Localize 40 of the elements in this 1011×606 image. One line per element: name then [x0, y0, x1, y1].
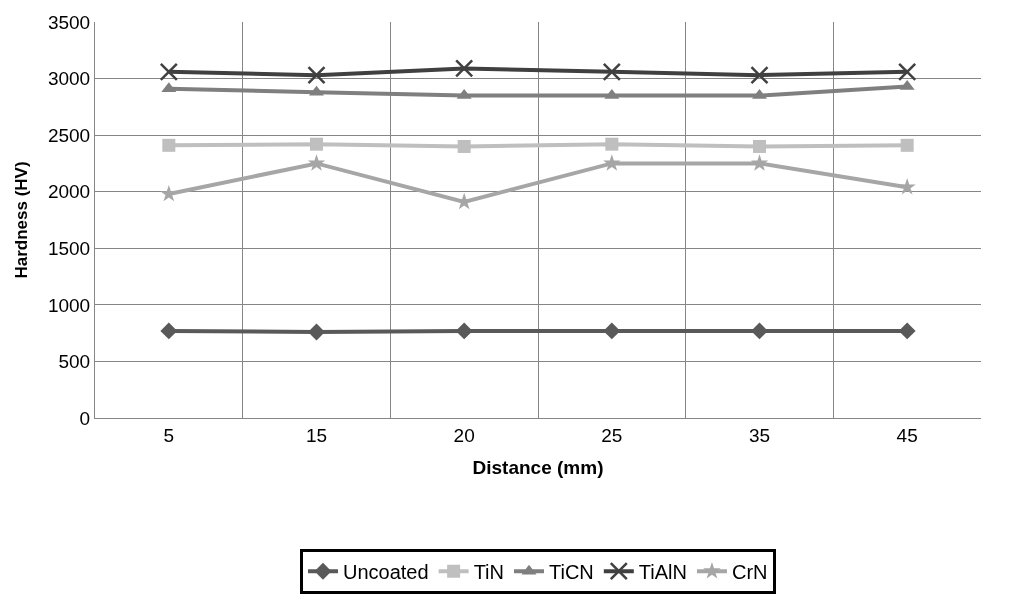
- x-tick-label: 20: [453, 424, 475, 446]
- point: [897, 62, 917, 82]
- x-axis-title: Distance (mm): [472, 456, 604, 478]
- y-tick-label: 2000: [47, 181, 91, 203]
- point: [307, 65, 326, 85]
- point: [159, 62, 179, 82]
- point: [308, 323, 325, 341]
- point: [310, 137, 323, 151]
- point: [307, 154, 326, 171]
- point: [900, 138, 914, 152]
- legend-label: TiCN: [549, 560, 594, 583]
- x-tick-label: 45: [896, 424, 918, 446]
- point: [454, 59, 474, 78]
- legend-label: CrN: [731, 560, 768, 583]
- y-tick-label: 1000: [47, 294, 91, 316]
- legend-label: Uncoated: [343, 560, 429, 583]
- x-tick-label: 15: [305, 424, 328, 446]
- point: [603, 154, 621, 171]
- point: [457, 139, 471, 153]
- y-tick-label: 3500: [47, 11, 91, 33]
- y-tick-label: 3000: [47, 68, 91, 90]
- point: [750, 65, 769, 85]
- x-tick-label: 5: [163, 424, 175, 446]
- x-tick-label: 35: [748, 424, 771, 446]
- point: [753, 139, 766, 153]
- point: [750, 154, 769, 171]
- point: [605, 137, 619, 151]
- legend-label: TiAlN: [638, 560, 687, 583]
- point: [751, 322, 768, 340]
- point: [455, 322, 473, 340]
- y-tick-label: 2500: [47, 124, 91, 146]
- point: [162, 138, 176, 152]
- y-tick-label: 500: [58, 351, 91, 373]
- legend-label: TiN: [473, 560, 504, 583]
- y-tick-label: 0: [79, 407, 91, 429]
- point: [602, 62, 622, 82]
- y-axis-title: Hardness (HV): [12, 161, 32, 279]
- point: [898, 322, 916, 340]
- y-tick-label: 1500: [47, 237, 91, 259]
- x-tick-label: 25: [601, 424, 623, 446]
